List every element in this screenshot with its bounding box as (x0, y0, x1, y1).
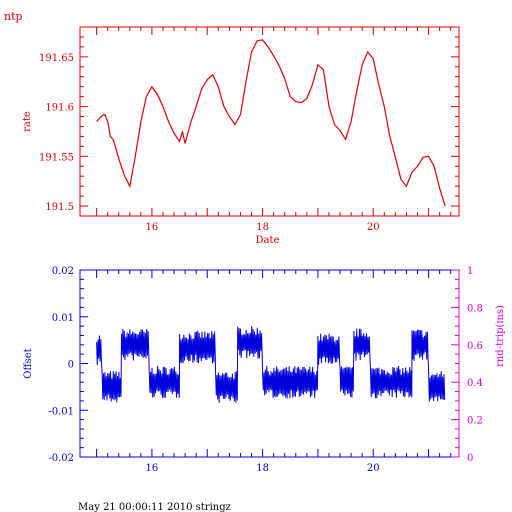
y-tick-label: 191.5 (45, 202, 74, 213)
date-axis-label: Date (256, 235, 280, 246)
y2-tick-label: 0.6 (467, 341, 483, 352)
y-tick-label: 191.55 (39, 152, 74, 163)
y-tick-label: 0.02 (52, 266, 74, 277)
offset-chart-tick-labels: 16 18 20 -0.02 -0.01 0 0.01 0.02 0 0.2 0.4 0.6 0.8 1 (48, 266, 483, 474)
x-tick-label: 16 (146, 463, 159, 474)
round-trip-axis-label: rnd-trip(ms) (495, 305, 506, 367)
x-tick-label: 20 (367, 222, 380, 233)
y2-tick-label: 0.2 (467, 416, 483, 427)
x-tick-label: 20 (367, 463, 380, 474)
offset-chart: 16 18 20-0.02-0.0100.010.0200.20.40.60.81 … (23, 266, 506, 474)
app-label: ntp (4, 10, 23, 23)
rate-chart: 16 18 20 191.5 191.55 191.6 191.65 rate Date (22, 26, 460, 246)
y2-tick-label: 0.4 (467, 378, 483, 389)
offset-chart-frame (79, 269, 460, 458)
rate-series-line (96, 39, 446, 207)
y-tick-label: 191.6 (45, 103, 74, 114)
y-tick-label: 0 (68, 360, 74, 371)
y-tick-label: 191.65 (39, 53, 74, 64)
x-tick-label: 16 (146, 222, 159, 233)
y-tick-label: -0.01 (48, 406, 74, 417)
footer-timestamp: May 21 00:00:11 2010 stringz (78, 502, 231, 512)
offset-axis-label: Offset (23, 348, 34, 378)
rate-chart-tick-labels: 16 18 20 191.5 191.55 191.6 191.65 (39, 53, 380, 233)
y-tick-label: 0.01 (52, 313, 74, 324)
y2-tick-label: 1 (467, 266, 473, 277)
offset-series-line (96, 326, 446, 403)
x-tick-label: 18 (256, 463, 269, 474)
offset-chart-ticks (80, 269, 460, 458)
rate-chart-frame (79, 26, 460, 217)
y2-tick-label: 0 (467, 453, 473, 464)
rate-chart-ticks (80, 26, 459, 216)
rate-axis-label: rate (22, 111, 33, 132)
offset-series (96, 326, 446, 403)
x-tick-label: 18 (256, 222, 269, 233)
y2-tick-label: 0.8 (467, 303, 483, 314)
y-tick-label: -0.02 (48, 453, 74, 464)
